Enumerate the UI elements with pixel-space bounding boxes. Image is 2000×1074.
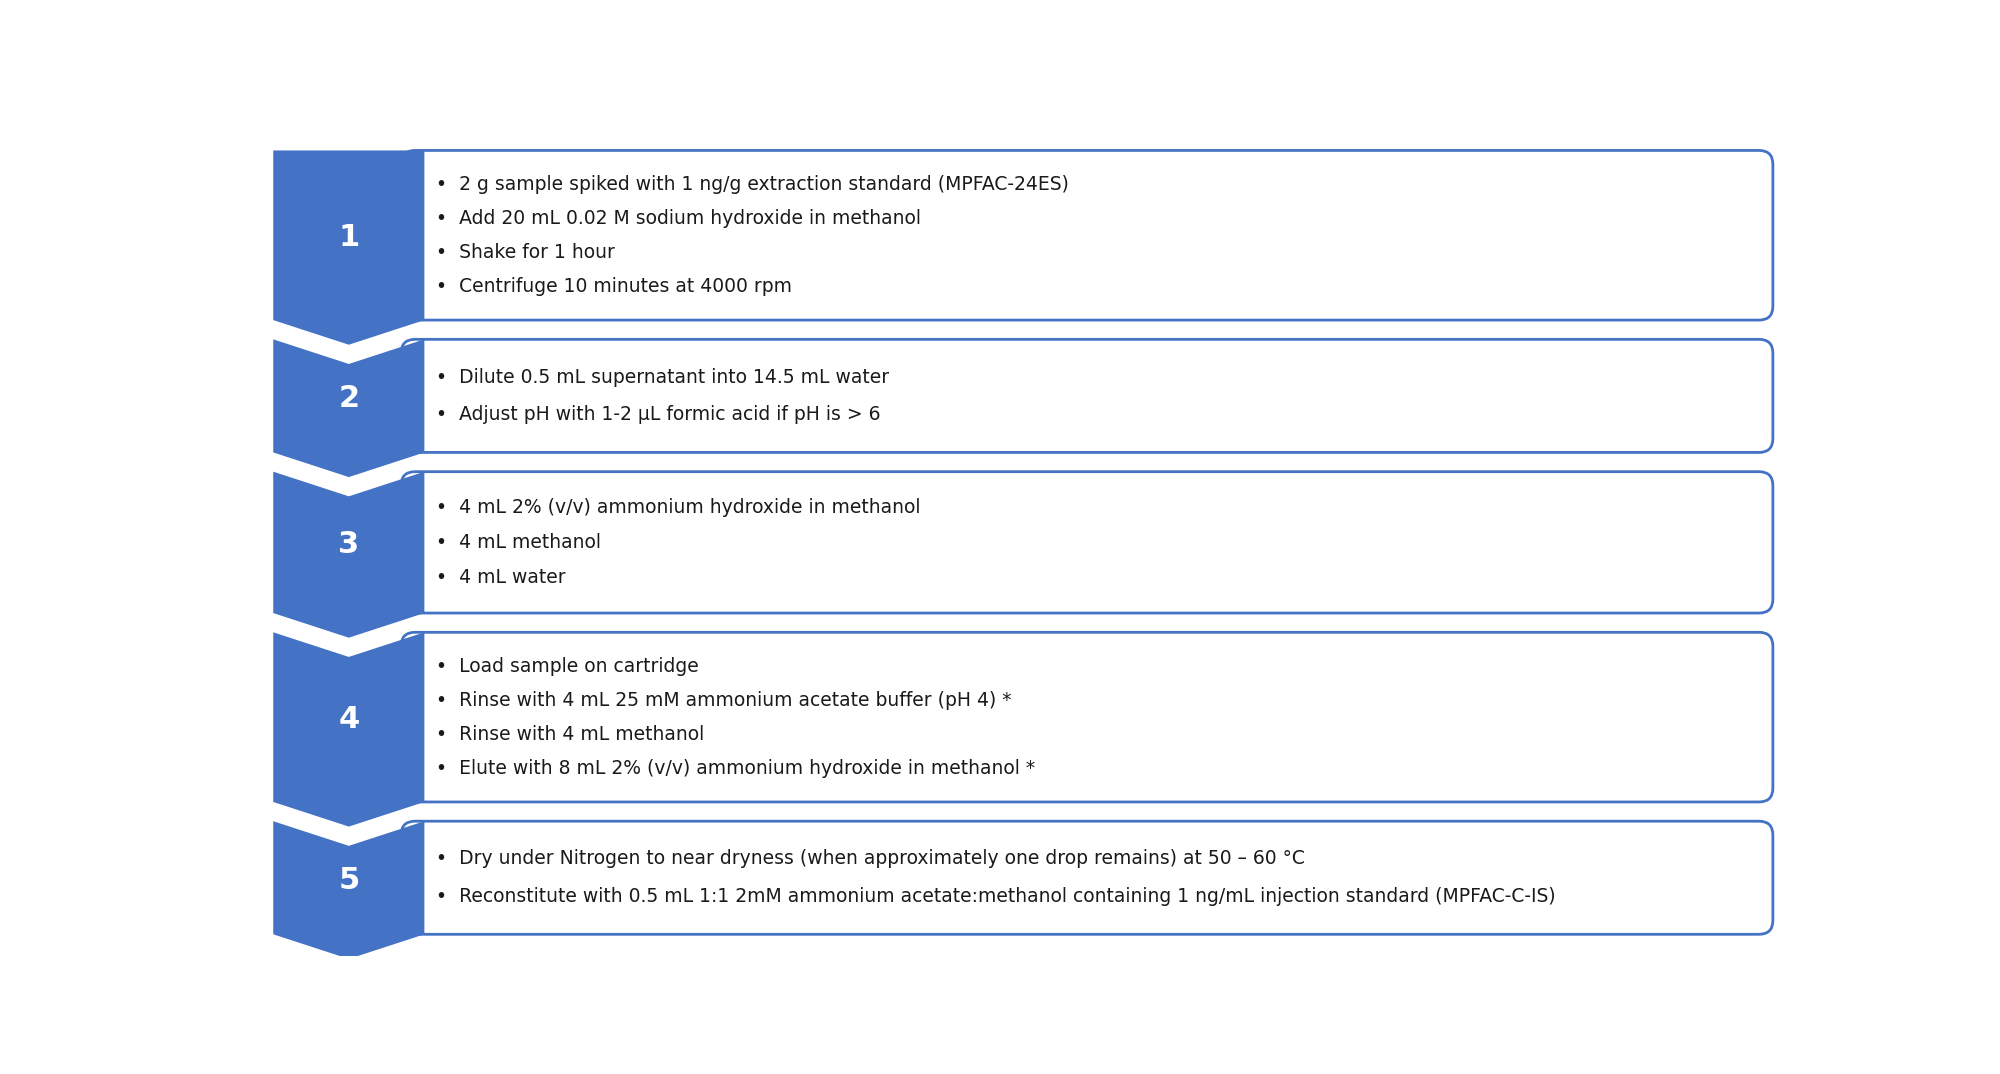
FancyBboxPatch shape bbox=[402, 822, 1772, 934]
Text: 3: 3 bbox=[338, 531, 360, 560]
Text: •  Reconstitute with 0.5 mL 1:1 2mM ammonium acetate:methanol containing 1 ng/mL: • Reconstitute with 0.5 mL 1:1 2mM ammon… bbox=[436, 887, 1556, 906]
Text: •  Add 20 mL 0.02 M sodium hydroxide in methanol: • Add 20 mL 0.02 M sodium hydroxide in m… bbox=[436, 208, 920, 228]
Text: •  Dilute 0.5 mL supernatant into 14.5 mL water: • Dilute 0.5 mL supernatant into 14.5 mL… bbox=[436, 367, 890, 387]
Text: 2: 2 bbox=[338, 383, 360, 412]
Text: 5: 5 bbox=[338, 866, 360, 895]
Text: •  Adjust pH with 1-2 μL formic acid if pH is > 6: • Adjust pH with 1-2 μL formic acid if p… bbox=[436, 405, 880, 424]
Text: •  4 mL water: • 4 mL water bbox=[436, 568, 566, 587]
Text: •  Rinse with 4 mL methanol: • Rinse with 4 mL methanol bbox=[436, 725, 704, 743]
Text: •  Rinse with 4 mL 25 mM ammonium acetate buffer (pH 4) *: • Rinse with 4 mL 25 mM ammonium acetate… bbox=[436, 691, 1012, 710]
Text: •  Centrifuge 10 minutes at 4000 rpm: • Centrifuge 10 minutes at 4000 rpm bbox=[436, 277, 792, 295]
FancyBboxPatch shape bbox=[402, 150, 1772, 320]
Text: •  Shake for 1 hour: • Shake for 1 hour bbox=[436, 243, 614, 262]
Text: •  4 mL 2% (v/v) ammonium hydroxide in methanol: • 4 mL 2% (v/v) ammonium hydroxide in me… bbox=[436, 497, 920, 517]
Text: 4: 4 bbox=[338, 706, 360, 735]
Polygon shape bbox=[274, 150, 424, 345]
FancyBboxPatch shape bbox=[402, 633, 1772, 802]
Polygon shape bbox=[274, 471, 424, 638]
Polygon shape bbox=[274, 822, 424, 959]
FancyBboxPatch shape bbox=[402, 339, 1772, 452]
Text: •  Load sample on cartridge: • Load sample on cartridge bbox=[436, 656, 698, 676]
Polygon shape bbox=[274, 633, 424, 827]
Text: •  2 g sample spiked with 1 ng/g extraction standard (MPFAC-24ES): • 2 g sample spiked with 1 ng/g extracti… bbox=[436, 175, 1068, 194]
FancyBboxPatch shape bbox=[402, 471, 1772, 613]
Text: 1: 1 bbox=[338, 223, 360, 252]
Text: •  Dry under Nitrogen to near dryness (when approximately one drop remains) at 5: • Dry under Nitrogen to near dryness (wh… bbox=[436, 850, 1304, 869]
Text: •  4 mL methanol: • 4 mL methanol bbox=[436, 533, 600, 552]
Text: •  Elute with 8 mL 2% (v/v) ammonium hydroxide in methanol *: • Elute with 8 mL 2% (v/v) ammonium hydr… bbox=[436, 758, 1036, 778]
Polygon shape bbox=[274, 339, 424, 477]
